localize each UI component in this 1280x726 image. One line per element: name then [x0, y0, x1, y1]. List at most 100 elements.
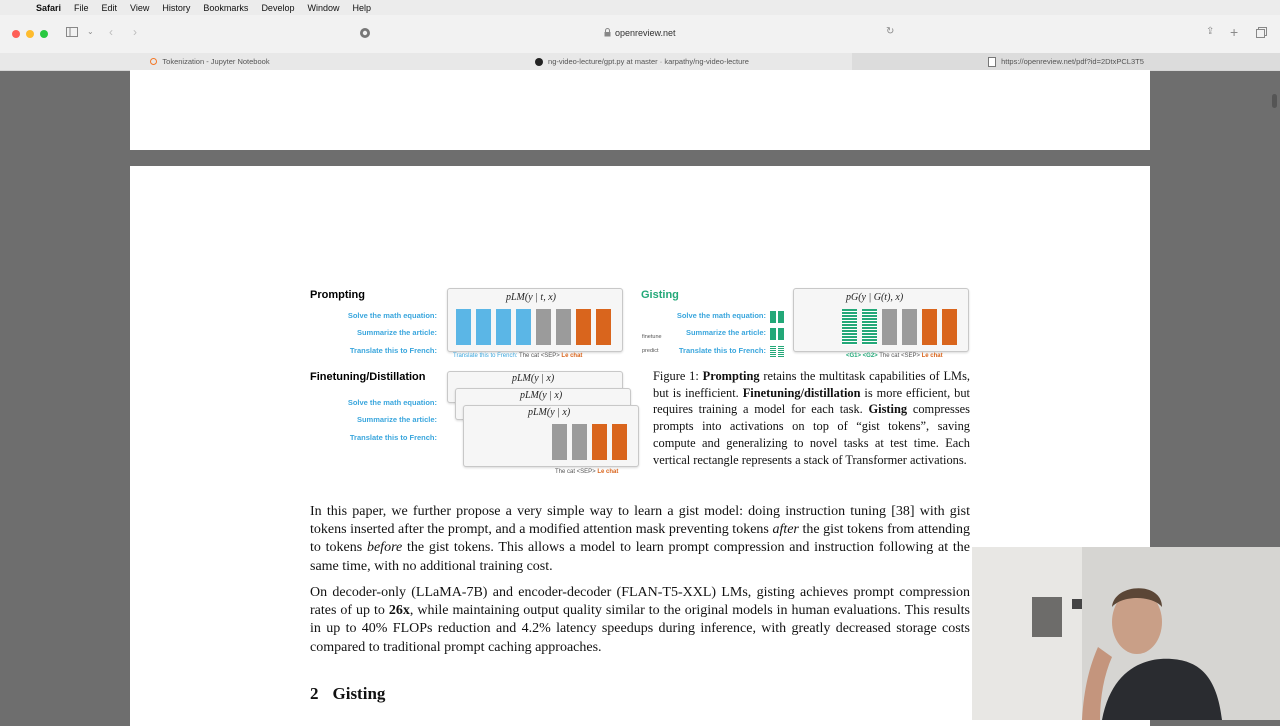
task-translate-label: Translate this to French:	[349, 346, 437, 355]
para2-bold-rate: 26x	[388, 603, 410, 619]
ft-task-translate-label: Translate this to French:	[349, 433, 437, 442]
caption-bold-gisting: Gisting	[868, 402, 908, 417]
footer-blue: Translate this to French:	[453, 353, 518, 359]
caption-text-1: retains the multitask capabilities of LM…	[653, 369, 970, 400]
paragraph-results: On decoder-only (LLaMA-7B) and encoder-d…	[310, 584, 970, 657]
task-summarize-label: Summarize the article:	[356, 328, 437, 337]
activation-blue	[476, 309, 491, 345]
para1-text-a: In this paper, we further propose a very…	[310, 504, 970, 538]
prompting-title: Prompting	[310, 289, 365, 301]
privacy-report-icon[interactable]	[359, 27, 371, 42]
activation-gray	[572, 424, 587, 460]
tab-jupyter[interactable]: Tokenization - Jupyter Notebook	[0, 53, 420, 70]
github-icon	[535, 57, 544, 66]
activation-orange	[576, 309, 591, 345]
footer-orange: Le chat	[921, 353, 943, 359]
activation-gist	[862, 309, 877, 345]
figure-caption: Figure 1: Prompting retains the multitas…	[653, 368, 970, 468]
menu-help[interactable]: Help	[352, 2, 371, 13]
share-icon[interactable]: ⇪	[1206, 26, 1215, 37]
lock-icon	[604, 28, 611, 39]
para1-italic-after: after	[772, 522, 799, 538]
prompting-formula: pLM(y | t, x)	[506, 292, 556, 303]
forward-icon[interactable]: ›	[133, 25, 137, 39]
predict-label: predict	[642, 348, 659, 354]
webcam-overlay	[972, 547, 1280, 720]
finetune-label: finetune	[642, 334, 662, 340]
back-icon[interactable]: ‹	[109, 25, 113, 39]
caption-bold-finetuning: Finetuning/distillation	[742, 385, 861, 400]
ft-model-box-3: pLM(y | x)	[463, 405, 639, 467]
para2-text-c: , while maintaining output quality simil…	[310, 603, 970, 655]
menu-develop[interactable]: Develop	[261, 2, 295, 13]
section-title: Gisting	[332, 684, 386, 703]
browser-toolbar: ⌄ ‹ › openreview.net ↻ ⇪ +	[0, 15, 1280, 53]
menu-app-name[interactable]: Safari	[36, 2, 62, 13]
tab-overview-icon[interactable]	[1256, 27, 1267, 41]
gisting-model-box: pG(y | G(t), x)	[793, 288, 969, 352]
prompting-footer: Translate this to French: The cat <SEP> …	[453, 353, 582, 359]
gisting-title: Gisting	[641, 289, 679, 301]
sidebar-toggle-icon[interactable]	[66, 27, 78, 40]
activation-blue	[456, 309, 471, 345]
task-solve-label: Solve the math equation:	[347, 311, 437, 320]
tab-bar: Tokenization - Jupyter Notebook ng-video…	[0, 53, 1280, 71]
gist-token-solve-1	[770, 311, 776, 323]
prompting-model-box: pLM(y | t, x)	[447, 288, 623, 352]
activation-orange	[596, 309, 611, 345]
activation-blue	[496, 309, 511, 345]
caption-text-2: is more efficient, but requires training…	[653, 385, 970, 417]
chevron-down-icon[interactable]: ⌄	[87, 27, 94, 36]
ft-formula-2: pLM(y | x)	[520, 390, 563, 401]
tab-label: ng-video-lecture/gpt.py at master · karp…	[548, 57, 749, 66]
activation-gray	[556, 309, 571, 345]
menu-bookmarks[interactable]: Bookmarks	[203, 2, 249, 13]
activation-orange	[922, 309, 937, 345]
address-bar[interactable]: openreview.net	[615, 28, 676, 38]
caption-text-3: compresses prompts into activations on t…	[653, 402, 970, 467]
para1-italic-before: before	[366, 540, 403, 556]
zoom-window-button[interactable]	[40, 30, 48, 38]
ft-formula-1: pLM(y | x)	[512, 373, 555, 384]
tab-openreview[interactable]: https://openreview.net/pdf?id=2DtxPCL3T5	[852, 53, 1280, 70]
gist-token-summarize-1	[770, 328, 776, 340]
activation-orange	[612, 424, 627, 460]
caption-bold-prompting: Prompting	[702, 369, 760, 383]
section-heading: 2 Gisting	[310, 684, 385, 704]
footer-gray: The cat <SEP>	[879, 353, 920, 359]
para1-text-c: the gist tokens. This allows a model to …	[310, 540, 970, 574]
minimize-window-button[interactable]	[26, 30, 34, 38]
activation-gray	[552, 424, 567, 460]
tab-label: https://openreview.net/pdf?id=2DtxPCL3T5	[1001, 57, 1144, 66]
activation-blue	[516, 309, 531, 345]
menu-edit[interactable]: Edit	[101, 2, 118, 13]
menu-bar: Safari File Edit View History Bookmarks …	[0, 0, 1280, 15]
gist-task-summarize-label: Summarize the article:	[685, 328, 766, 337]
presenter-video-icon	[972, 547, 1280, 720]
activation-orange	[942, 309, 957, 345]
gist-token-translate-1	[770, 346, 776, 358]
new-tab-icon[interactable]: +	[1230, 24, 1239, 40]
scrollbar-thumb[interactable]	[1272, 94, 1277, 108]
document-icon	[988, 56, 997, 67]
menu-view[interactable]: View	[130, 2, 150, 13]
reload-icon[interactable]: ↻	[886, 26, 895, 37]
caption-lead: Figure 1:	[653, 369, 703, 383]
activation-gray	[902, 309, 917, 345]
menu-file[interactable]: File	[74, 2, 89, 13]
menu-window[interactable]: Window	[307, 2, 340, 13]
tab-github[interactable]: ng-video-lecture/gpt.py at master · karp…	[432, 53, 852, 70]
para1-text-b: the gist tokens from attending to tokens	[310, 522, 970, 556]
close-window-button[interactable]	[12, 30, 20, 38]
gisting-formula: pG(y | G(t), x)	[846, 292, 904, 303]
gisting-footer: <G1> <G2> The cat <SEP> Le chat	[846, 353, 943, 359]
footer-gray: The cat <SEP>	[555, 469, 596, 475]
activation-orange	[592, 424, 607, 460]
paragraph-intro: In this paper, we further propose a very…	[310, 503, 970, 576]
ft-formula-3: pLM(y | x)	[528, 407, 571, 418]
activation-gist	[842, 309, 857, 345]
jupyter-icon	[150, 58, 158, 65]
footer-orange: Le chat	[597, 469, 619, 475]
menu-history[interactable]: History	[162, 2, 191, 13]
gist-token-summarize-2	[778, 328, 784, 340]
